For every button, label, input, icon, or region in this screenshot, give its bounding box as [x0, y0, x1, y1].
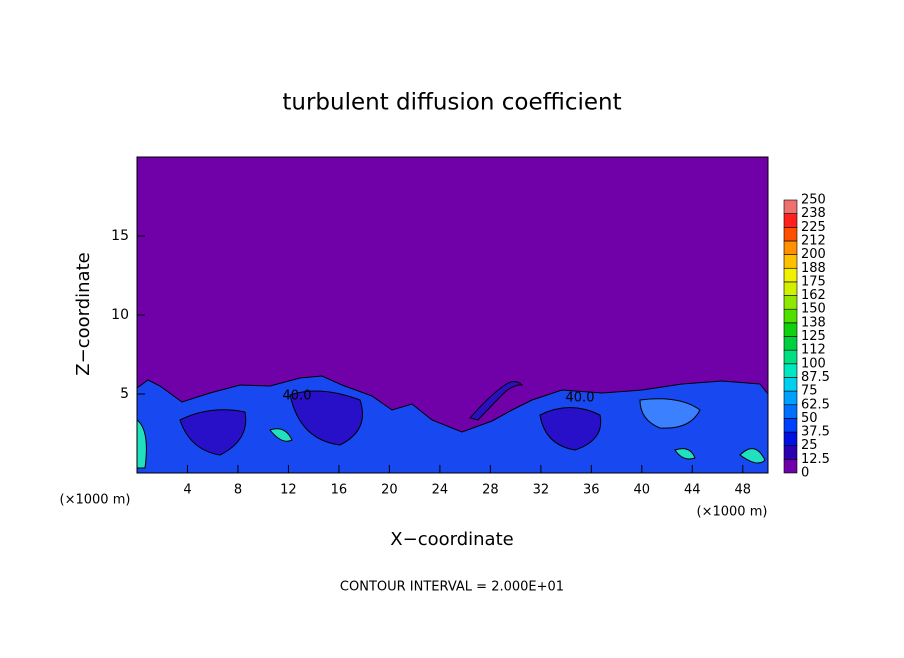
colorbar-label: 150 — [801, 302, 826, 317]
colorbar-box — [783, 363, 798, 378]
colorbar-label: 162 — [801, 288, 826, 303]
colorbar-box — [783, 322, 798, 337]
x-tick-label: 8 — [234, 483, 242, 498]
colorbar-box — [783, 349, 798, 365]
blob — [269, 428, 293, 442]
colorbar-box — [783, 308, 798, 324]
blob — [739, 448, 766, 464]
x-tick-label: 44 — [684, 483, 701, 498]
x-tick-label: 16 — [331, 483, 348, 498]
blob — [539, 407, 602, 451]
colorbar-label: 238 — [801, 206, 826, 221]
colorbar-label: 212 — [801, 233, 826, 248]
colorbar-box — [783, 336, 798, 351]
x-tick-label: 48 — [734, 483, 751, 498]
turbulent-layer — [136, 375, 769, 474]
colorbar-label: 125 — [801, 329, 826, 344]
colorbar-label: 200 — [801, 247, 826, 262]
colorbar-box — [783, 281, 798, 296]
blob — [136, 418, 147, 469]
y-tick-label: 10 — [111, 307, 129, 323]
colorbar-box — [783, 240, 798, 255]
x-tick-label: 40 — [634, 483, 651, 498]
x-axis-label: X−coordinate — [390, 529, 513, 550]
colorbar-label: 250 — [801, 193, 826, 208]
blob — [179, 409, 247, 456]
colorbar-label: 188 — [801, 261, 826, 276]
chart-title: turbulent diffusion coefficient — [282, 90, 621, 116]
x-tick-label: 28 — [482, 483, 499, 498]
y-tick-label: 15 — [111, 228, 129, 244]
colorbar-label: 112 — [801, 343, 826, 358]
colorbar-label: 75 — [801, 384, 818, 399]
colorbar-box — [783, 213, 798, 228]
colorbar-box — [783, 199, 798, 214]
colorbar-label: 0 — [801, 466, 809, 481]
x-unit-label: (×1000 m) — [60, 493, 131, 508]
colorbar-box — [783, 377, 798, 392]
colorbar-box — [783, 404, 798, 419]
colorbar-label: 87.5 — [801, 370, 830, 385]
colorbar-box — [783, 459, 798, 474]
contour-label: 40.0 — [283, 389, 312, 404]
x-unit-label: (×1000 m) — [697, 505, 768, 520]
colorbar-box — [783, 254, 798, 269]
colorbar-box — [783, 418, 798, 433]
colorbar-label: 100 — [801, 356, 826, 371]
colorbar-label: 37.5 — [801, 425, 830, 440]
colorbar-label: 62.5 — [801, 397, 830, 412]
colorbar-label: 50 — [801, 411, 818, 426]
colorbar-box — [783, 267, 798, 283]
y-axis-label: Z−coordinate — [73, 252, 94, 375]
colorbar-label: 225 — [801, 220, 826, 235]
x-tick-label: 36 — [583, 483, 600, 498]
x-tick-label: 12 — [280, 483, 297, 498]
annotation: CONTOUR INTERVAL = 2.000E+01 — [340, 580, 564, 595]
x-tick-label: 4 — [183, 483, 191, 498]
colorbar-label: 175 — [801, 274, 826, 289]
colorbar-label: 138 — [801, 315, 826, 330]
colorbar-box — [783, 390, 798, 406]
colorbar-box — [783, 295, 798, 310]
colorbar-box — [783, 227, 798, 242]
contour-label: 40.0 — [566, 391, 595, 406]
blob — [674, 448, 696, 460]
colorbar-label: 12.5 — [801, 452, 830, 467]
x-tick-label: 24 — [432, 483, 449, 498]
colorbar-box — [783, 445, 798, 460]
x-tick-label: 32 — [533, 483, 550, 498]
blob — [639, 398, 701, 429]
colorbar-label: 25 — [801, 438, 818, 453]
x-tick-label: 20 — [381, 483, 398, 498]
wave-curl — [469, 381, 524, 421]
y-tick-label: 5 — [120, 386, 129, 402]
colorbar-box — [783, 431, 798, 446]
blob — [289, 390, 363, 446]
